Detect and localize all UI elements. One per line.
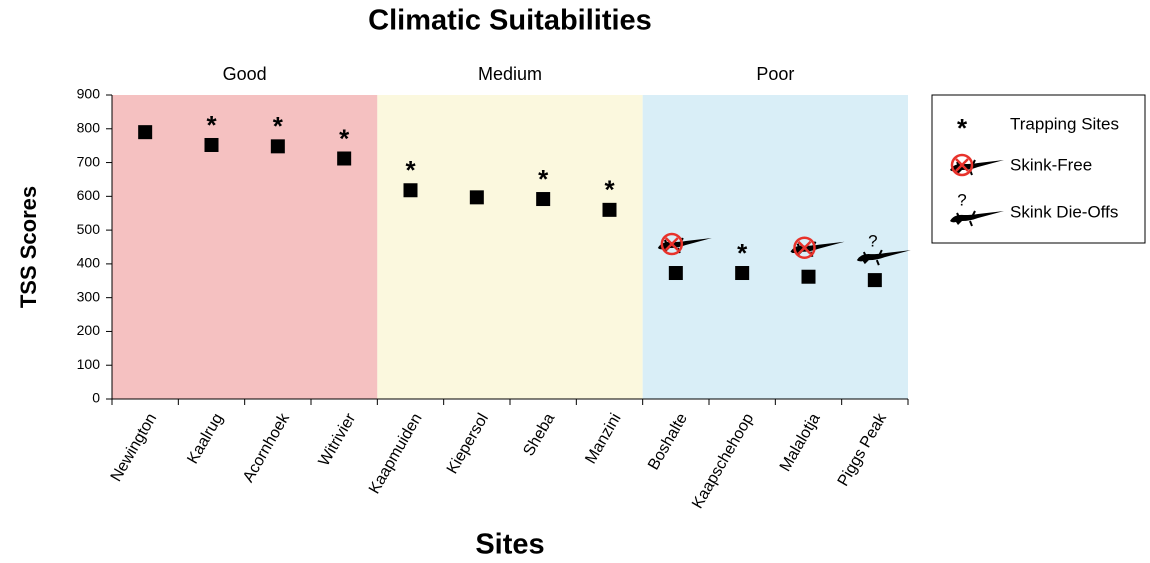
y-tick-label: 200 — [77, 322, 101, 338]
no-sign-cross — [955, 158, 969, 172]
y-tick-label: 300 — [77, 288, 101, 304]
no-sign-cross — [664, 237, 679, 251]
trapping-asterisk: * — [737, 238, 748, 268]
data-point — [602, 202, 617, 217]
region-label: Good — [223, 64, 267, 84]
y-tick-label: 500 — [77, 221, 101, 237]
trapping-asterisk: * — [206, 110, 217, 140]
no-sign — [793, 236, 816, 259]
x-tick-label: Witrivier — [316, 410, 360, 469]
legend-symbol: ? — [957, 190, 966, 209]
x-tick-label: Manzini — [582, 411, 624, 467]
y-tick-label: 900 — [77, 86, 101, 102]
x-axis-label: Sites — [475, 529, 544, 561]
chart-title: Climatic Suitabilities — [368, 5, 652, 37]
data-point — [867, 273, 882, 288]
x-tick-label: Kaapschehoop — [689, 411, 757, 512]
lizard-legs — [956, 210, 976, 227]
x-tick-label: Newington — [108, 411, 161, 485]
y-tick-label: 0 — [92, 390, 100, 406]
x-tick-label: Sheba — [520, 411, 558, 460]
x-tick-label: Piggs Peak — [835, 410, 891, 489]
data-point — [801, 269, 816, 284]
no-sign — [950, 153, 974, 177]
region-band — [377, 95, 643, 399]
data-point — [469, 190, 484, 205]
trapping-asterisk: * — [538, 164, 549, 194]
lizard-icon — [790, 241, 845, 256]
die-off-mark: ? — [868, 232, 877, 251]
data-point — [536, 192, 551, 207]
lizard-icon — [950, 160, 1004, 174]
data-point — [270, 139, 285, 154]
region-band — [112, 95, 378, 399]
trapping-asterisk: * — [405, 155, 416, 185]
lizard-legs — [862, 249, 883, 266]
x-tick-label: Acornhoek — [240, 410, 293, 486]
y-tick-label: 600 — [77, 187, 101, 203]
x-tick-label: Kaapmuiden — [366, 411, 426, 497]
no-sign-cross — [797, 240, 812, 255]
region-band — [642, 95, 908, 399]
legend-symbol: * — [957, 113, 968, 143]
y-tick-label: 100 — [77, 356, 101, 372]
legend-label: Trapping Sites — [1010, 114, 1119, 133]
data-point — [668, 266, 683, 281]
data-point — [735, 266, 750, 281]
lizard-icon — [657, 238, 712, 253]
lizard-icon — [856, 250, 911, 265]
y-tick-label: 700 — [77, 153, 101, 169]
y-tick-label: 400 — [77, 255, 101, 271]
y-axis-label: TSS Scores — [16, 186, 41, 308]
data-point — [337, 151, 352, 166]
data-point — [138, 125, 153, 140]
x-tick-label: Boshalte — [645, 411, 691, 474]
no-sign — [660, 232, 684, 256]
region-label: Medium — [478, 64, 542, 84]
x-tick-label: Kiepersol — [444, 411, 492, 477]
x-tick-label: Kaalrug — [184, 411, 226, 467]
data-point — [204, 137, 219, 152]
legend-label: Skink-Free — [1010, 155, 1092, 174]
lizard-icon — [950, 211, 1004, 225]
legend-label: Skink Die-Offs — [1010, 202, 1118, 221]
x-tick-label: Malalotja — [777, 411, 824, 475]
trapping-asterisk: * — [604, 175, 615, 205]
region-label: Poor — [756, 64, 794, 84]
data-point — [403, 183, 418, 198]
trapping-asterisk: * — [273, 111, 284, 141]
trapping-asterisk: * — [339, 123, 350, 153]
y-tick-label: 800 — [77, 119, 101, 135]
